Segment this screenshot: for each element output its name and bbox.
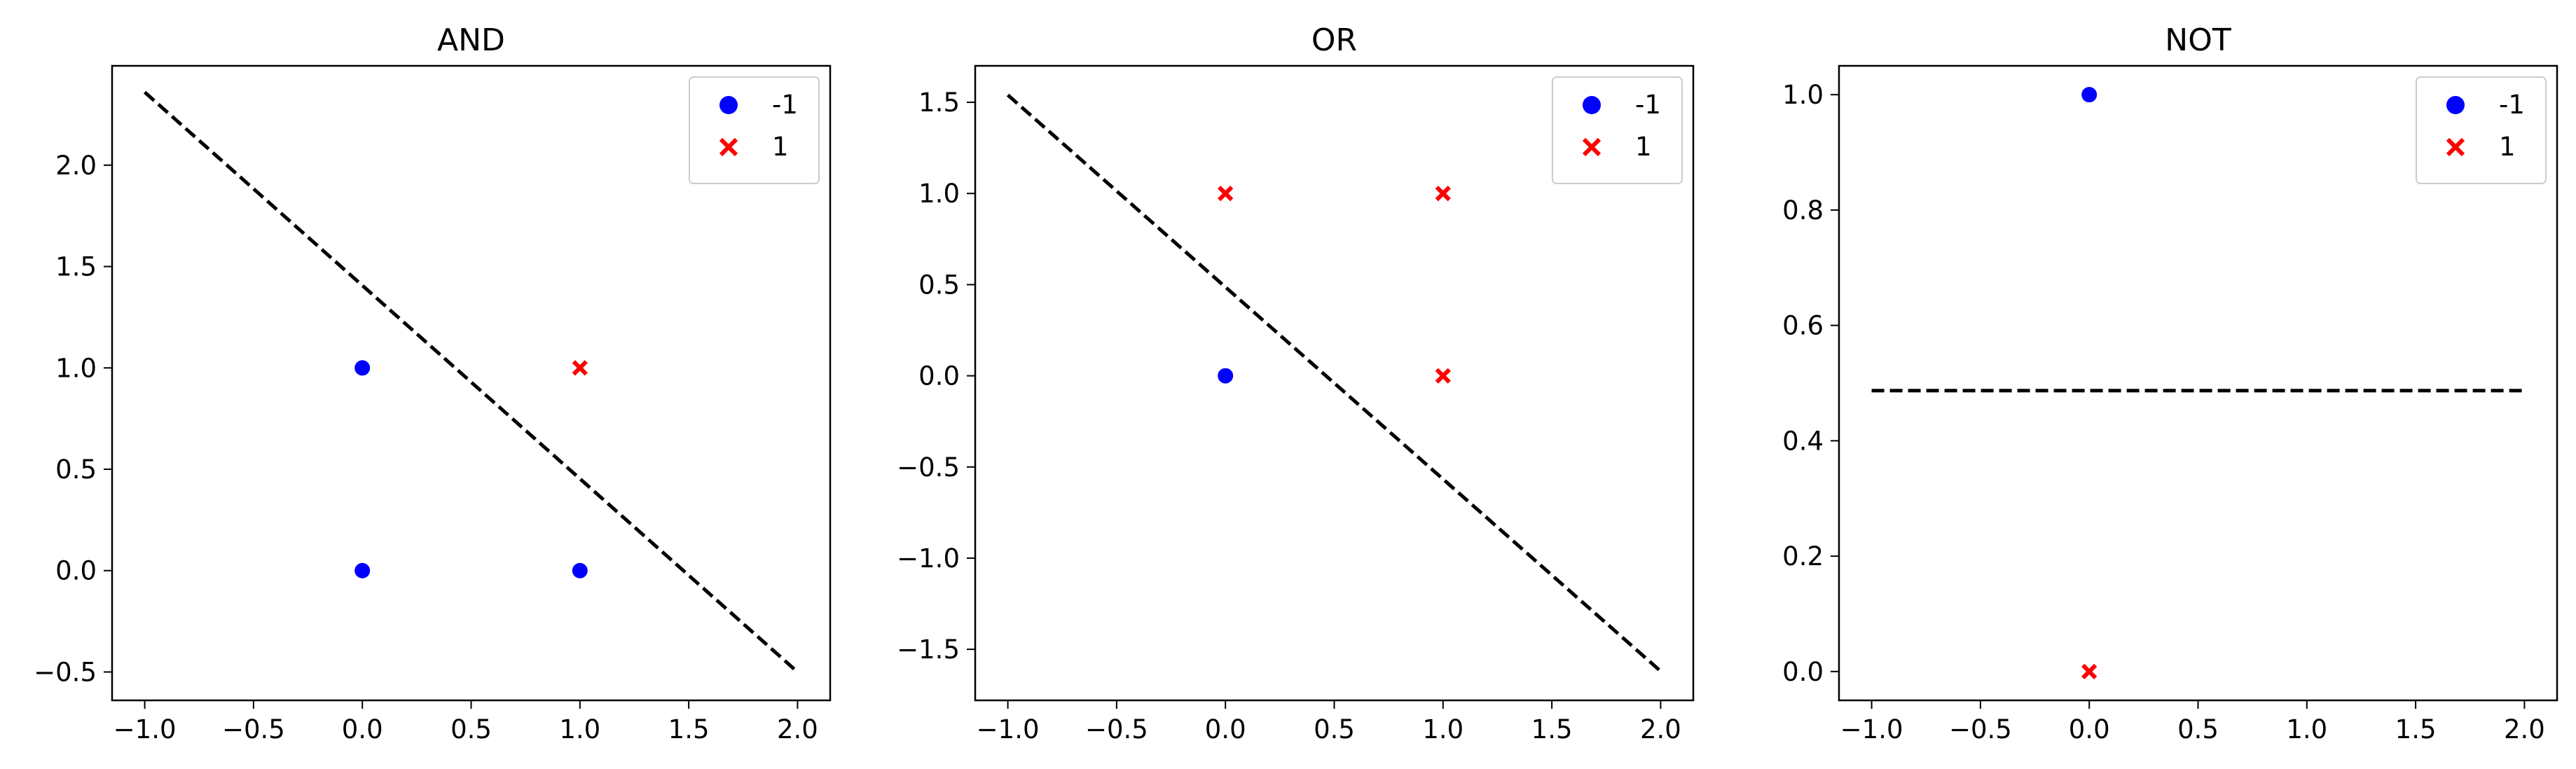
x-tick-label: 1.5 (1531, 714, 1573, 744)
x-tick-label: 1.5 (2395, 714, 2437, 744)
x-tick-label: 2.0 (2504, 714, 2545, 744)
legend: -11 (2416, 76, 2547, 184)
x-tick-label: 1.0 (559, 714, 600, 744)
legend-marker-x (1582, 137, 1602, 157)
legend-box (1552, 76, 1683, 184)
data-point-pos1 (572, 360, 588, 376)
x-tick-label: 1.0 (1422, 714, 1463, 744)
y-tick-label: 0.8 (1782, 195, 1824, 226)
y-tick-label: 1.0 (55, 353, 97, 383)
legend-marker-circle (719, 96, 738, 114)
legend-label: -1 (1635, 90, 1661, 120)
x-tick-label: 1.0 (2286, 714, 2327, 744)
y-tick-label: −1.5 (897, 635, 960, 665)
panel-and: AND −1.0 −0.5 0.0 0.5 1.0 1.5 2.0 −0.5 0.0 0.5 1.0 1… (34, 22, 832, 744)
x-tick-label: −1.0 (113, 714, 177, 744)
legend-label: -1 (2499, 90, 2525, 120)
data-point-pos1 (1435, 368, 1451, 384)
legend-marker-circle (2446, 96, 2465, 114)
axes-frame (974, 64, 1695, 702)
data-point-pos1 (1435, 186, 1451, 202)
panel-title: NOT (2165, 22, 2231, 58)
legend-box (2416, 76, 2547, 184)
data-point-neg1 (354, 360, 371, 376)
x-tick-label: 0.0 (2069, 714, 2110, 744)
y-tick-label: 0.0 (918, 361, 960, 392)
legend: -11 (689, 76, 820, 184)
legend-label: -1 (772, 90, 798, 120)
data-point-pos1 (2081, 663, 2098, 679)
legend-box (689, 76, 820, 184)
data-point-neg1 (1218, 368, 1234, 384)
y-tick-label: 0.0 (1782, 657, 1824, 687)
data-point-neg1 (572, 562, 588, 579)
legend-label: 1 (1635, 132, 1652, 162)
y-tick-label: 1.5 (918, 88, 960, 118)
x-tick-label: 0.5 (1314, 714, 1355, 744)
y-tick-label: −0.5 (34, 657, 97, 687)
x-tick-label: −1.0 (977, 714, 1040, 744)
panel-or: OR −1.0 −0.5 0.0 0.5 1.0 1.5 2.0 −1.5 −1.0 −0.5 0.0… (897, 22, 1695, 744)
panel-not: NOT −1.0 −0.5 0.0 0.5 1.0 1.5 2.0 0.0 0.2 0.4 0.6 0.… (1782, 22, 2558, 744)
panel-title: AND (437, 22, 505, 58)
y-tick-label: 0.5 (55, 455, 97, 485)
legend-marker-x (719, 137, 738, 157)
y-tick-label: 0.2 (1782, 541, 1824, 571)
legend-label: 1 (772, 132, 789, 162)
data-point-pos1 (1218, 186, 1234, 202)
y-tick-label: 0.0 (55, 556, 97, 586)
x-tick-label: 0.0 (1205, 714, 1246, 744)
plot-area (1871, 87, 2525, 679)
y-tick-label: 1.0 (1782, 80, 1824, 110)
legend-marker-x (2446, 137, 2465, 157)
x-tick-label: −0.5 (1085, 714, 1148, 744)
y-tick-label: −0.5 (897, 452, 960, 483)
panel-title: OR (1311, 22, 1357, 58)
y-tick-label: −1.0 (897, 543, 960, 574)
legend-label: 1 (2499, 132, 2516, 162)
plot-area (143, 90, 799, 674)
y-tick-label: 0.6 (1782, 311, 1824, 341)
x-tick-label: 1.5 (668, 714, 710, 744)
y-tick-label: 1.0 (918, 179, 960, 209)
y-tick-label: 2.0 (55, 151, 97, 181)
x-tick-label: 0.5 (2177, 714, 2219, 744)
x-tick-label: 2.0 (777, 714, 818, 744)
legend-marker-circle (1583, 96, 1601, 114)
plot-area (1006, 93, 1662, 673)
x-tick-label: 0.5 (450, 714, 492, 744)
axes-frame (111, 64, 832, 702)
x-tick-label: −0.5 (1949, 714, 2012, 744)
x-tick-label: −1.0 (1840, 714, 1903, 744)
x-tick-label: 2.0 (1640, 714, 1681, 744)
axes-frame (1838, 64, 2558, 702)
legend: -11 (1552, 76, 1683, 184)
x-tick-label: −0.5 (222, 714, 285, 744)
y-tick-label: 1.5 (55, 252, 97, 282)
x-tick-label: 0.0 (342, 714, 383, 744)
y-tick-label: 0.4 (1782, 426, 1824, 456)
data-point-neg1 (2081, 87, 2098, 103)
y-tick-label: 0.5 (918, 270, 960, 300)
data-point-neg1 (354, 562, 371, 579)
